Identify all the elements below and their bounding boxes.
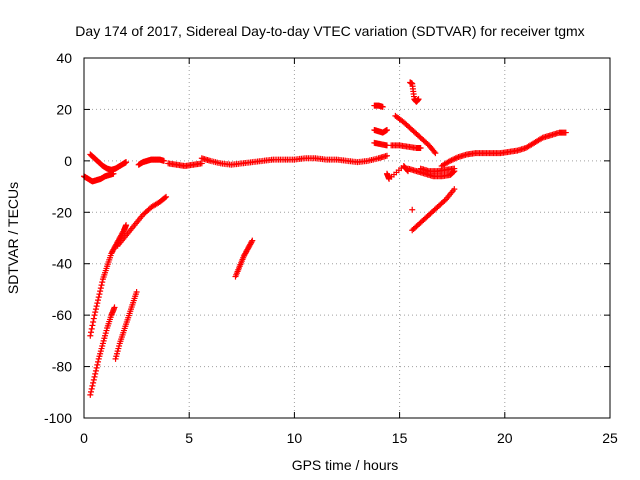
data-point	[404, 167, 411, 174]
data-point	[97, 288, 104, 295]
data-point	[92, 370, 99, 377]
data-point	[88, 325, 95, 332]
series-arc-rise	[114, 193, 170, 249]
data-point	[95, 297, 102, 304]
y-tick-label: 20	[56, 101, 72, 117]
data-point	[90, 319, 97, 325]
series-arc-15h-falling	[392, 112, 439, 157]
series-arc-14h-top	[371, 102, 386, 110]
series-arc-evening	[438, 129, 569, 169]
data-point	[451, 186, 458, 193]
data-point	[94, 361, 101, 368]
data-point	[160, 157, 167, 164]
series-arc-15h-spikes	[407, 79, 422, 105]
y-tick-label: 0	[64, 153, 72, 169]
data-point	[383, 152, 390, 159]
data-point	[97, 285, 104, 292]
data-point	[198, 160, 205, 167]
data-point	[88, 388, 95, 395]
series-arc-15h-isolated	[409, 206, 416, 213]
data-point	[91, 312, 98, 319]
data-point	[89, 322, 96, 329]
data-point	[415, 96, 422, 103]
data-point	[162, 194, 169, 201]
x-axis-label: GPS time / hours	[292, 457, 399, 473]
y-tick-label: -100	[44, 410, 72, 426]
data-point	[90, 376, 97, 383]
y-tick-label: -40	[52, 256, 72, 272]
data-point	[562, 129, 569, 136]
y-tick-label: -20	[52, 204, 72, 220]
data-point	[405, 168, 412, 175]
data-point	[92, 309, 99, 316]
x-tick-label: 25	[602, 430, 618, 446]
data-point	[163, 193, 170, 200]
y-tick-label: -80	[52, 359, 72, 375]
series-arc-deep-b	[87, 304, 118, 398]
data-point	[409, 206, 416, 213]
data-point	[432, 150, 439, 157]
y-tick-label: -60	[52, 307, 72, 323]
data-point	[379, 103, 386, 110]
plot-frame	[83, 57, 611, 419]
data-point	[90, 379, 97, 386]
data-point	[123, 159, 130, 166]
series-arc-15h-flat	[388, 142, 424, 151]
data-point	[92, 306, 99, 313]
data-point	[96, 291, 103, 298]
data-point	[90, 315, 97, 322]
series-arc-deep-c	[112, 289, 140, 362]
data-point	[88, 385, 95, 392]
x-tick-labels: 0 5 10 15 20 25	[80, 430, 618, 446]
data-point	[87, 391, 94, 398]
data-point	[99, 279, 106, 286]
series-arc-midday-a	[165, 160, 205, 169]
data-point	[431, 148, 438, 155]
series-arc-deep-a	[87, 222, 130, 339]
data-point	[93, 364, 100, 371]
data-point	[92, 367, 99, 374]
data-point	[133, 289, 140, 295]
series-arc-16h-mid	[417, 165, 458, 175]
data-point	[248, 238, 255, 245]
data-point	[111, 304, 118, 311]
y-tick-labels: -100 -80 -60 -40 -20 0 20 40	[44, 50, 72, 426]
y-axis-label: SDTVAR / TECUs	[5, 182, 21, 294]
series-arc-14h-mid	[371, 127, 390, 136]
data-point	[87, 332, 94, 339]
data-point	[88, 329, 95, 336]
data-point	[383, 127, 390, 133]
data-point	[95, 294, 102, 301]
series-arc-14h-scatter	[383, 163, 412, 182]
series-arc-early-hook	[87, 151, 130, 173]
x-tick-label: 20	[497, 430, 513, 446]
data-point	[417, 145, 424, 151]
data-point	[93, 303, 100, 310]
chart-title: Day 174 of 2017, Sidereal Day-to-day VTE…	[75, 23, 584, 39]
axis-ticks	[83, 57, 611, 419]
series-arc-14h-low	[371, 139, 390, 149]
data-point	[95, 358, 102, 365]
data-point	[451, 165, 458, 172]
data-point	[89, 382, 96, 389]
data-point	[98, 282, 105, 289]
series-arc-7h	[232, 237, 256, 280]
data-point	[249, 237, 256, 244]
x-tick-label: 0	[80, 430, 88, 446]
data-point	[94, 300, 101, 307]
data-points	[81, 79, 569, 398]
x-tick-label: 15	[392, 430, 408, 446]
data-point	[91, 373, 98, 380]
series-arc-early-low	[135, 156, 167, 168]
x-tick-label: 10	[287, 430, 303, 446]
data-point	[123, 222, 130, 229]
series-arc-16h-rise	[409, 186, 458, 234]
y-tick-label: 40	[56, 50, 72, 66]
x-tick-label: 5	[185, 430, 193, 446]
series-arc-midday-b	[198, 152, 390, 168]
